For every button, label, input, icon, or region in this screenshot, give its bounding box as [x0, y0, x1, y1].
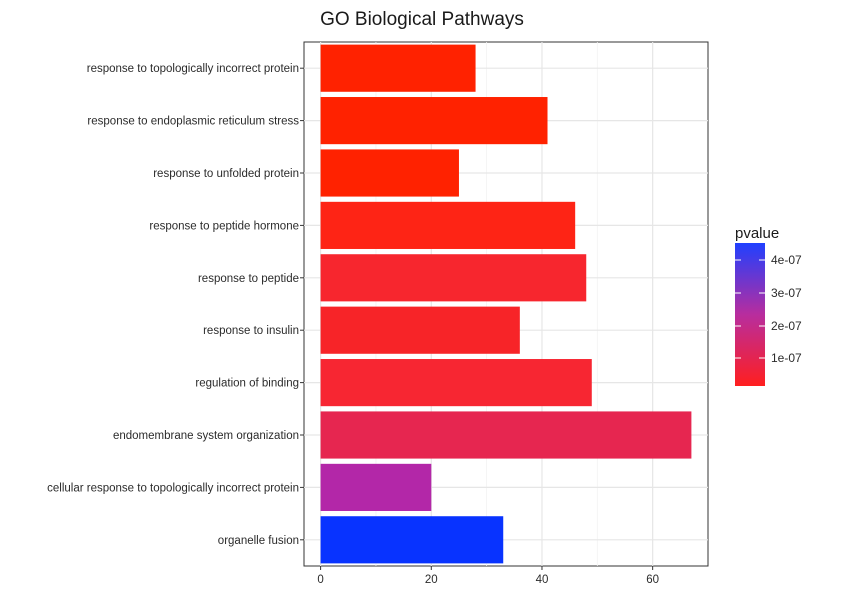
- x-axis: 0 20 40 60: [317, 566, 659, 586]
- bar: [320, 463, 432, 511]
- bar: [320, 97, 548, 145]
- category-label: regulation of binding: [195, 378, 299, 390]
- bar: [320, 254, 587, 302]
- color-legend: pvalue 4e-07 3e-07 2e-07 1e-07: [735, 225, 802, 386]
- category-label: response to peptide: [198, 273, 299, 285]
- x-tick-label: 20: [425, 574, 438, 586]
- category-label: response to insulin: [203, 325, 299, 337]
- legend-label: 1e-07: [771, 351, 802, 365]
- bar: [320, 516, 504, 564]
- category-label: response to peptide hormone: [149, 220, 299, 232]
- category-label: organelle fusion: [218, 535, 299, 547]
- legend-label: 4e-07: [771, 253, 802, 267]
- bar: [320, 149, 459, 197]
- bar: [320, 44, 476, 92]
- category-label: response to unfolded protein: [153, 168, 299, 180]
- category-label: response to topologically incorrect prot…: [87, 63, 299, 75]
- legend-colorbar: [735, 243, 765, 386]
- bars-group: [320, 44, 692, 564]
- legend-label: 3e-07: [771, 286, 802, 300]
- chart-title: GO Biological Pathways: [320, 9, 524, 30]
- bar: [320, 359, 592, 407]
- x-tick-label: 60: [646, 574, 659, 586]
- bar: [320, 306, 520, 354]
- bar: [320, 411, 692, 459]
- bar: [320, 201, 576, 249]
- legend-title: pvalue: [735, 225, 779, 242]
- category-label: endomembrane system organization: [113, 430, 299, 442]
- category-label: response to endoplasmic reticulum stress: [87, 116, 299, 128]
- category-labels: response to topologically incorrect prot…: [47, 63, 304, 547]
- x-tick-label: 40: [536, 574, 549, 586]
- x-tick-label: 0: [317, 574, 323, 586]
- legend-label: 2e-07: [771, 319, 802, 333]
- category-label: cellular response to topologically incor…: [47, 482, 299, 494]
